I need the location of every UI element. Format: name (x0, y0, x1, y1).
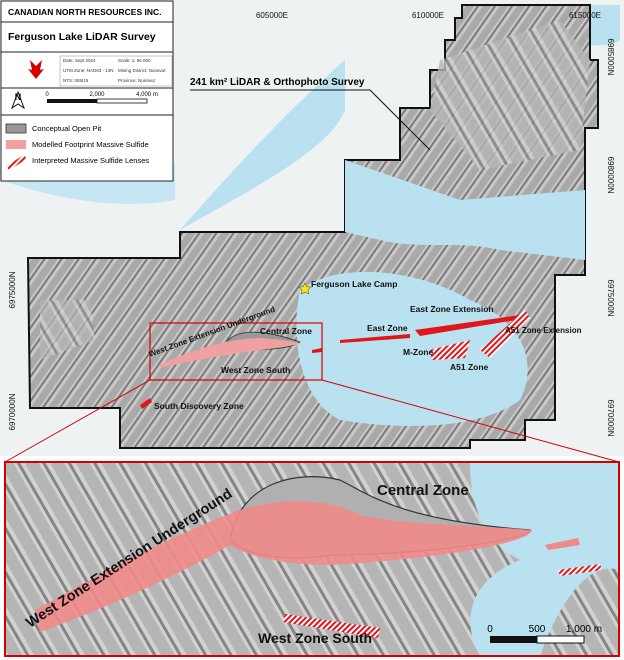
legend-label: Conceptual Open Pit (32, 124, 102, 133)
inset-extent (149, 322, 323, 381)
legend-label: Modelled Footprint Massive Sulfide (32, 140, 149, 149)
sulfide-footprint (160, 338, 300, 368)
grid-label: 6975000N (606, 280, 615, 317)
sulfide-footprint (545, 538, 580, 550)
lake (345, 160, 585, 260)
leader-line (190, 89, 431, 151)
zone-label: East Zone (367, 323, 408, 333)
inset-scale-bar (536, 635, 585, 644)
sulfide-lens (140, 398, 152, 409)
scale-bar (96, 98, 148, 104)
grid-label: 6985000N (606, 39, 615, 76)
meta: Mining District: Nunavut (118, 68, 166, 73)
legend-swatch (6, 140, 26, 149)
zone-label: M-Zone (403, 347, 433, 357)
sulfide-lens (558, 564, 602, 576)
legend-swatch (5, 123, 27, 134)
scale-label: 4,000 m (136, 92, 158, 98)
survey-label: 241 km² LiDAR & Orthophoto Survey (190, 77, 365, 88)
meta: Province: Nunavut (118, 78, 156, 83)
meta: UTM Zone: NAD83 - 14N (63, 68, 114, 73)
inset-zone-label: Central Zone (377, 482, 469, 499)
camp-label: Ferguson Lake Camp (311, 279, 397, 289)
sulfide-footprint (35, 500, 532, 632)
sulfide-lens (312, 348, 322, 353)
inset-scale-bar (490, 636, 537, 643)
meta-frame (59, 55, 173, 87)
company-name: CANADIAN NORTH RESOURCES INC. (8, 7, 161, 17)
sulfide-lens (430, 340, 470, 360)
terrain (40, 300, 95, 360)
inset-frame (4, 461, 620, 657)
meta: Date: Sept 2024 (63, 58, 96, 63)
legend-label: Interpreted Massive Sulfide Lenses (32, 156, 149, 165)
inset-scale-label: 1,000 m (566, 624, 602, 635)
sulfide-lens (283, 614, 380, 638)
zone-label: East Zone Extension (410, 304, 494, 314)
zone-label: South Discovery Zone (154, 401, 244, 411)
outer-lake (180, 60, 345, 230)
terrain (430, 20, 590, 170)
inset-connector (4, 379, 151, 463)
scale-bar (47, 99, 97, 103)
grid-label: 6970000N (606, 400, 615, 437)
north-arrow (10, 90, 26, 110)
sulfide-lens (340, 334, 410, 343)
inset-lake (470, 462, 619, 656)
scale-label: 2,000 (89, 92, 105, 98)
grid-label: 6970000N (8, 393, 17, 430)
grid-label: 605000E (256, 11, 288, 20)
logo (28, 60, 44, 79)
meta: Scale: 1: 96 000 (118, 58, 151, 63)
zone-label: West Zone South (221, 365, 290, 375)
inset-zone-label: West Zone South (258, 630, 372, 646)
zone-label: Central Zone (260, 326, 312, 336)
lake (296, 271, 528, 426)
scale-label: 0 (45, 92, 49, 98)
inset-map: Central Zone West Zone Extension Undergr… (4, 461, 620, 657)
zone-label: A51 Zone (450, 362, 489, 372)
sulfide-lens (415, 315, 520, 336)
camp-marker (298, 282, 312, 295)
sulfide-lens (480, 310, 530, 358)
title-block-frame (0, 0, 174, 182)
grid-label: 6975000N (8, 271, 17, 308)
map-title: Ferguson Lake LiDAR Survey (8, 31, 156, 43)
title-block: CANADIAN NORTH RESOURCES INC. Ferguson L… (0, 0, 174, 182)
legend-swatch (6, 155, 27, 170)
north-label: N (15, 92, 22, 102)
grid-label: 615000E (569, 11, 601, 20)
grid-label: 610000E (412, 11, 444, 20)
inset-connector (321, 379, 620, 463)
meta: NTS: 065I15 (63, 78, 89, 83)
inset-scale-label: 500 (529, 624, 546, 635)
zone-label: A51 Zone Extension (505, 326, 582, 335)
grid-label: 6980000N (606, 157, 615, 194)
inset-scale-label: 0 (487, 624, 493, 635)
